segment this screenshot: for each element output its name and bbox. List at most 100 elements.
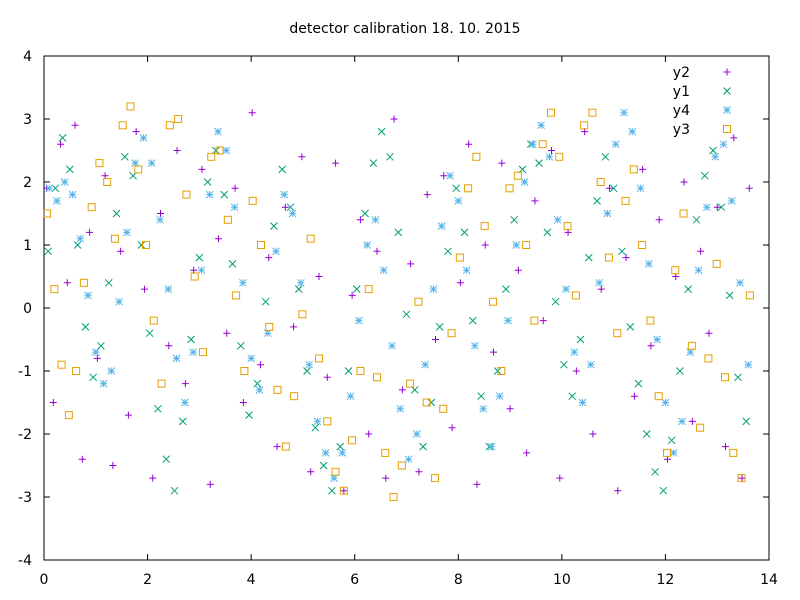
data-point-y3 xyxy=(43,209,52,218)
data-point-y4 xyxy=(84,291,92,300)
data-point-y2 xyxy=(71,121,79,129)
data-point-y2 xyxy=(117,247,125,255)
data-point-y4 xyxy=(205,190,214,199)
y-tick-label: -3 xyxy=(18,490,32,506)
data-point-y1 xyxy=(286,203,295,212)
data-point-y2 xyxy=(630,392,638,400)
data-point-y3 xyxy=(331,467,340,476)
data-point-y3 xyxy=(629,165,638,174)
data-point-y1 xyxy=(734,373,742,382)
data-point-y2 xyxy=(514,266,522,274)
data-point-y1 xyxy=(394,228,403,237)
data-point-y3 xyxy=(580,121,589,130)
data-point-y4 xyxy=(255,386,264,394)
data-point-y2 xyxy=(465,140,473,148)
data-point-y2 xyxy=(109,462,117,469)
series-y4 xyxy=(45,108,753,482)
data-point-y1 xyxy=(618,247,626,256)
data-point-y2 xyxy=(248,109,256,117)
data-point-y4 xyxy=(45,184,54,193)
data-point-y1 xyxy=(352,285,361,293)
data-point-y4 xyxy=(471,341,479,350)
data-point-y4 xyxy=(355,316,363,325)
legend-marker-y3 xyxy=(723,125,731,133)
data-point-y4 xyxy=(587,360,595,369)
data-point-y4 xyxy=(744,360,753,369)
data-point-y2 xyxy=(239,399,247,406)
data-point-y4 xyxy=(239,278,247,287)
data-point-y4 xyxy=(620,108,628,117)
data-point-y2 xyxy=(622,254,630,262)
data-point-y1 xyxy=(626,323,635,331)
data-point-y3 xyxy=(588,108,597,117)
data-point-y3 xyxy=(455,253,464,262)
y-tick-label: -2 xyxy=(18,427,32,443)
data-point-y2 xyxy=(173,147,181,154)
data-point-y4 xyxy=(446,171,454,180)
data-point-y2 xyxy=(382,474,390,482)
data-point-y1 xyxy=(502,285,510,293)
data-point-y3 xyxy=(110,234,119,243)
data-point-y3 xyxy=(314,354,323,363)
y-tick-label: 1 xyxy=(23,238,32,254)
data-point-y3 xyxy=(64,411,73,420)
data-point-y2 xyxy=(398,386,406,394)
data-point-y1 xyxy=(700,171,709,180)
data-point-y4 xyxy=(388,341,396,350)
data-point-y1 xyxy=(369,159,378,167)
series-y2 xyxy=(43,109,753,495)
data-point-y3 xyxy=(157,379,166,388)
data-point-y4 xyxy=(479,404,487,413)
x-tick-label: 12 xyxy=(657,572,675,588)
data-point-y1 xyxy=(261,297,270,306)
data-point-y4 xyxy=(678,417,686,426)
data-point-y1 xyxy=(684,285,693,293)
data-point-y3 xyxy=(165,121,174,130)
data-point-y4 xyxy=(462,266,471,275)
y-tick-label: 2 xyxy=(23,175,32,191)
data-point-y2 xyxy=(705,329,713,337)
data-point-y1 xyxy=(104,278,113,287)
data-point-y4 xyxy=(736,278,744,287)
x-tick-label: 10 xyxy=(553,572,571,588)
y-tick-label: -4 xyxy=(18,553,32,569)
data-point-y3 xyxy=(513,171,522,180)
data-point-y2 xyxy=(556,474,564,482)
data-point-y2 xyxy=(132,128,140,136)
data-point-y3 xyxy=(306,234,315,243)
data-points xyxy=(43,102,754,501)
data-point-y2 xyxy=(531,197,539,205)
data-point-y3 xyxy=(182,190,191,199)
data-point-y3 xyxy=(79,278,88,287)
data-point-y2 xyxy=(456,279,464,287)
data-point-y1 xyxy=(81,323,90,331)
data-point-y4 xyxy=(272,247,280,256)
data-point-y4 xyxy=(628,127,637,136)
data-point-y2 xyxy=(356,216,364,224)
data-point-y2 xyxy=(490,348,497,356)
data-point-y4 xyxy=(214,127,222,136)
data-point-y2 xyxy=(597,285,605,293)
data-point-y4 xyxy=(181,398,189,407)
data-point-y4 xyxy=(512,241,521,249)
data-point-y2 xyxy=(432,336,439,343)
data-point-y1 xyxy=(535,159,543,167)
data-point-y3 xyxy=(134,165,143,174)
data-point-y4 xyxy=(636,184,645,193)
data-point-y2 xyxy=(198,165,206,173)
data-point-y4 xyxy=(686,348,695,356)
data-point-y1 xyxy=(709,146,717,155)
data-point-y2 xyxy=(365,430,373,438)
data-point-y1 xyxy=(336,442,345,451)
data-point-y3 xyxy=(397,461,406,470)
data-point-y1 xyxy=(73,241,82,249)
data-point-y1 xyxy=(154,404,162,413)
data-point-y1 xyxy=(145,329,154,338)
data-point-y3 xyxy=(704,354,713,363)
data-point-y1 xyxy=(386,152,394,161)
data-point-y4 xyxy=(429,285,438,293)
data-point-y4 xyxy=(230,203,239,212)
data-point-y1 xyxy=(676,367,684,375)
data-point-y3 xyxy=(149,316,158,325)
